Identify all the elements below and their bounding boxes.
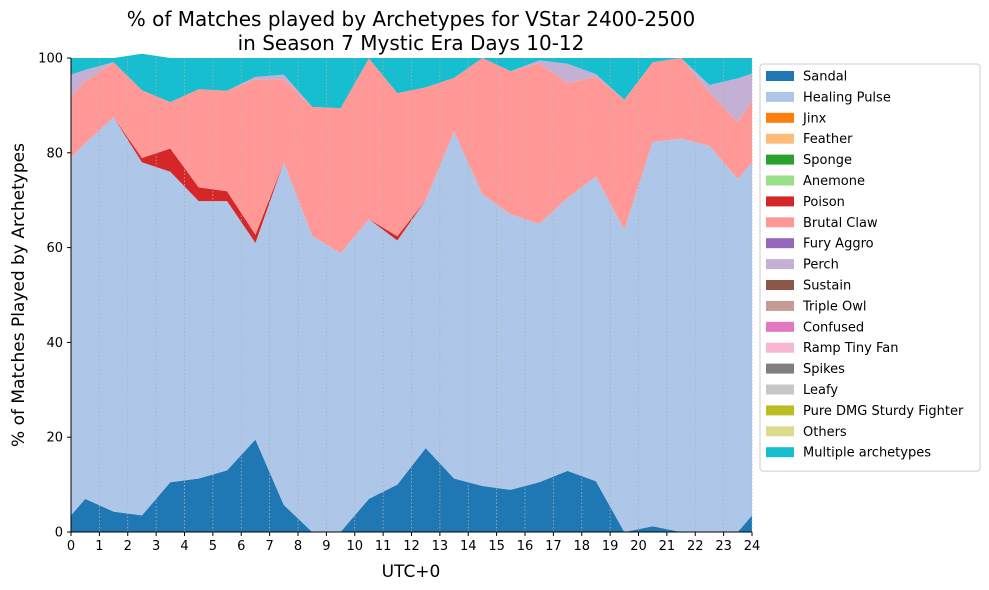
area-perch — [71, 58, 752, 122]
y-tick-label: 60 — [46, 241, 63, 256]
x-tick-label: 17 — [545, 539, 562, 554]
legend-swatch — [766, 91, 794, 102]
legend-entry-label: Perch — [803, 258, 839, 273]
legend-entry-label: Brutal Claw — [803, 216, 878, 231]
x-tick-label: 24 — [744, 539, 761, 554]
legend-entry-label: Fury Aggro — [803, 237, 874, 252]
y-tick-label: 40 — [46, 336, 63, 351]
legend-swatch — [766, 196, 794, 207]
legend-entry-label: Sandal — [803, 70, 847, 85]
x-tick-label: 8 — [294, 539, 302, 554]
x-tick-label: 6 — [237, 539, 245, 554]
legend-entry-label: Jinx — [802, 111, 827, 126]
x-tick-label: 14 — [460, 539, 477, 554]
legend-swatch — [766, 112, 794, 123]
legend-entry-label: Healing Pulse — [803, 90, 891, 105]
legend-entry-label: Triple Owl — [802, 299, 866, 314]
legend-entry-label: Feather — [803, 132, 853, 147]
chart-title-line-1: % of Matches played by Archetypes for VS… — [127, 7, 696, 31]
x-tick-label: 3 — [152, 539, 160, 554]
y-axis-label: % of Matches Played by Archetypes — [9, 143, 29, 447]
legend-entry-label: Sponge — [803, 153, 852, 168]
legend-swatch — [766, 321, 794, 332]
legend: Sandal Healing Pulse Jinx Feather Sponge Anem… — [759, 63, 981, 472]
legend-swatch — [766, 217, 794, 228]
y-tick-label: 100 — [38, 52, 63, 67]
x-tick-label: 13 — [432, 539, 449, 554]
legend-entry-label: Leafy — [803, 383, 838, 398]
y-tick-label: 80 — [46, 146, 63, 161]
area-brutal-claw — [71, 58, 752, 254]
y-tick-label: 0 — [55, 526, 63, 541]
x-tick-label: 9 — [322, 539, 330, 554]
legend-entry-label: Poison — [803, 195, 845, 210]
x-tick-label: 18 — [573, 539, 590, 554]
x-tick-label: 10 — [346, 539, 363, 554]
x-tick-label: 22 — [687, 539, 704, 554]
legend-swatch — [766, 405, 794, 416]
legend-swatch — [766, 280, 794, 290]
legend-entry-label: Multiple archetypes — [803, 446, 931, 461]
legend-swatch — [766, 342, 794, 353]
x-tick-label: 12 — [403, 539, 420, 554]
y-tick-label: 20 — [46, 431, 63, 446]
legend-entry-label: Confused — [803, 320, 864, 335]
x-tick-label: 1 — [95, 539, 103, 554]
x-tick-label: 15 — [488, 539, 505, 554]
area-multiple-archetypes — [71, 53, 752, 109]
legend-swatch — [766, 426, 794, 437]
stacked-areas — [71, 53, 752, 532]
x-tick-label: 2 — [124, 539, 132, 554]
x-tick-label: 16 — [517, 539, 534, 554]
x-tick-label: 5 — [209, 539, 217, 554]
legend-swatch — [766, 238, 794, 249]
legend-entry-label: Anemone — [803, 174, 865, 189]
legend-swatch — [766, 259, 794, 270]
legend-swatch — [766, 133, 794, 144]
legend-swatch — [766, 175, 794, 186]
tick-labels: 0 1 2 3 4 5 6 7 8 9 10 11 12 13 14 15 16 17 18 19 20 21 22 23 24… — [38, 52, 760, 555]
x-tick-label: 19 — [602, 539, 619, 554]
legend-swatch — [766, 384, 794, 395]
x-tick-label: 0 — [67, 539, 75, 554]
x-tick-label: 23 — [715, 539, 732, 554]
legend-swatch — [766, 363, 794, 374]
legend-entry-label: Spikes — [803, 362, 845, 377]
legend-swatch — [766, 300, 794, 311]
legend-entry-label: Others — [803, 425, 847, 440]
legend-swatch — [766, 447, 794, 458]
legend-entry-label: Pure DMG Sturdy Fighter — [803, 404, 964, 419]
legend-frame — [759, 63, 981, 472]
x-tick-label: 20 — [630, 539, 647, 554]
legend-entry-label: Ramp Tiny Fan — [803, 341, 898, 356]
legend-swatch — [766, 154, 794, 165]
x-tick-label: 11 — [375, 539, 392, 554]
x-tick-label: 4 — [180, 539, 188, 554]
x-tick-label: 21 — [659, 539, 676, 554]
x-axis-label: UTC+0 — [382, 562, 441, 582]
legend-swatch — [766, 71, 794, 81]
chart-title-line-2: in Season 7 Mystic Era Days 10-12 — [238, 31, 585, 55]
chart-title: % of Matches played by Archetypes for VS… — [127, 7, 696, 55]
legend-entry-label: Sustain — [803, 279, 851, 294]
x-tick-label: 7 — [265, 539, 273, 554]
